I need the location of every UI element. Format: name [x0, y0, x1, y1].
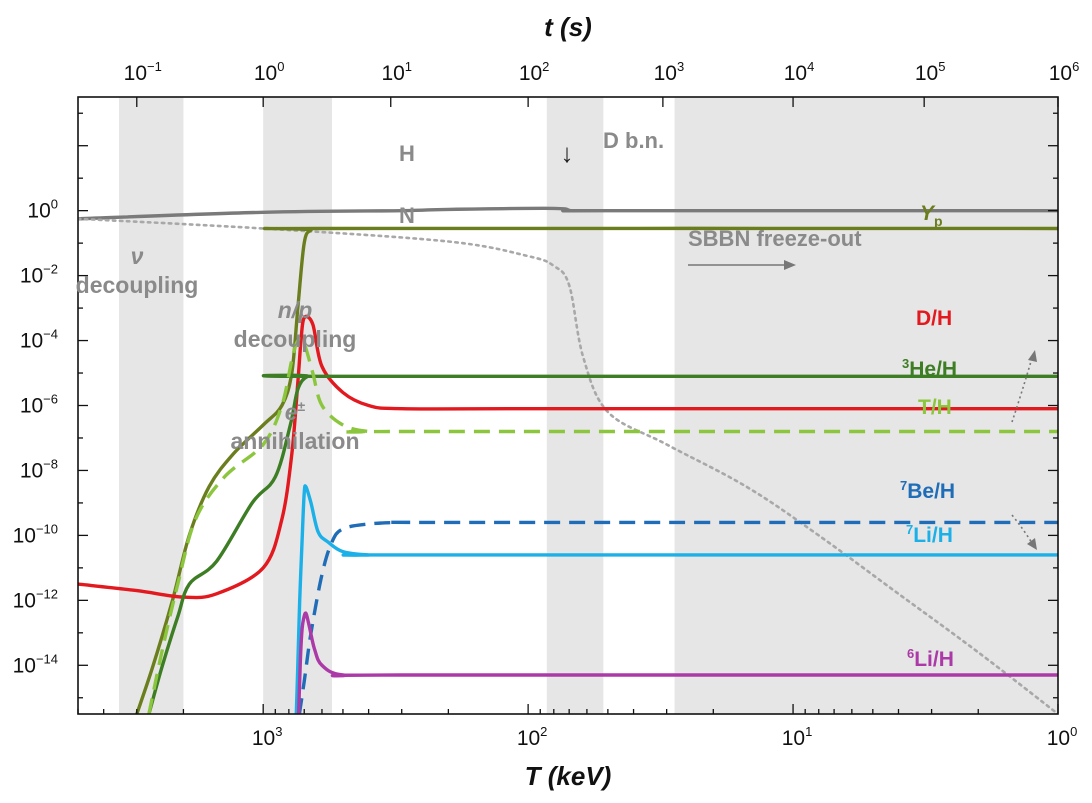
li7-label: 7Li/H: [906, 522, 953, 547]
y-tick-label: 10−2: [20, 262, 58, 288]
top-tick-label: 104: [784, 59, 815, 85]
x-tick-label: 100: [1047, 724, 1078, 750]
top-tick-label: 10−1: [124, 59, 162, 85]
y-tick-label: 10−6: [20, 392, 58, 418]
series-t-h: [147, 337, 1058, 714]
series-d-h: [78, 314, 1058, 600]
top-tick-label: 100: [254, 59, 285, 85]
top-tick-label: 106: [1049, 59, 1080, 85]
np-decoupling-label: decoupling: [234, 326, 357, 352]
np-symbol: n/p: [278, 297, 313, 323]
he3-label: 3He/H: [902, 356, 957, 381]
x-tick-label: 102: [517, 724, 548, 750]
freeze-out-arrow: [688, 260, 796, 270]
top-tick-label: 102: [519, 59, 550, 85]
abundance-curves: [78, 206, 1058, 714]
top-axis-title: t (s): [544, 12, 592, 42]
y-tick-label: 10−4: [20, 327, 58, 353]
series-7li-h: [294, 484, 1058, 714]
x-axis-title: T (keV): [525, 761, 612, 791]
y-tick-label: 10−12: [13, 586, 58, 612]
axis-ticks: 103 102 101 100 10−1 100 101 102 103 104 105 106 100…: [13, 59, 1080, 750]
nu-symbol: ν: [131, 243, 144, 269]
series-3he-h: [147, 373, 1058, 714]
x-tick-label: 101: [782, 724, 813, 750]
series-h: [78, 206, 1058, 221]
dbn-label: D b.n.: [603, 128, 664, 153]
nu-decoupling-label: decoupling: [76, 272, 199, 298]
dh-label: D/H: [916, 307, 952, 330]
top-tick-label: 101: [381, 59, 412, 85]
yp-label: Yp: [920, 202, 943, 229]
th-label: T/H: [918, 396, 952, 419]
band-nu-decoupling: [119, 97, 184, 714]
y-tick-label: 10−8: [20, 456, 58, 482]
band-freeze-out: [674, 97, 1058, 714]
freeze-out-label: SBBN freeze-out: [688, 226, 862, 251]
top-tick-label: 103: [654, 59, 685, 85]
series-6li-h: [296, 611, 1058, 714]
top-tick-label: 105: [915, 59, 946, 85]
t-to-he3-arrow: [1011, 350, 1037, 423]
epm-annihilation-label: annihilation: [230, 428, 359, 454]
dbn-arrow: ↓: [561, 138, 574, 168]
y-tick-label: 10−14: [13, 651, 58, 677]
li6-label: 6Li/H: [907, 646, 954, 671]
band-bbn: [546, 97, 604, 714]
be7-to-li7-arrow: [1011, 514, 1037, 550]
x-tick-label: 103: [252, 724, 283, 750]
n-label: N: [399, 203, 415, 228]
h-label: H: [399, 141, 415, 166]
y-tick-label: 10−10: [13, 521, 58, 547]
be7-label: 7Be/H: [900, 478, 955, 503]
y-tick-label: 100: [27, 197, 58, 223]
epm-symbol: e±: [285, 398, 306, 425]
